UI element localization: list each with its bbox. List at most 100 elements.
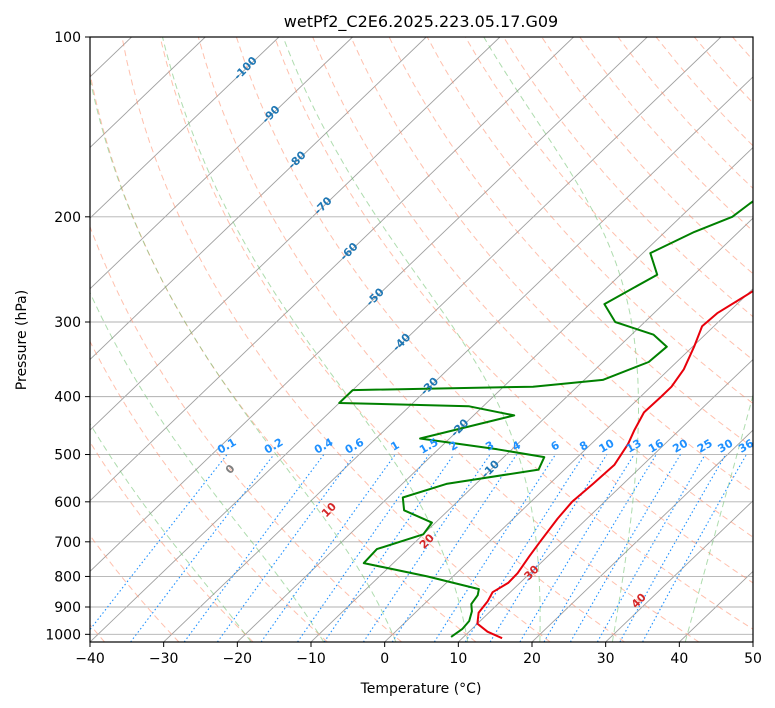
mixing-ratio-line — [642, 454, 747, 642]
x-tick-label: −30 — [149, 651, 179, 667]
dry-adiabat-line — [274, 37, 753, 584]
dry-adiabat-line — [90, 225, 403, 642]
mixing-ratio-line — [216, 454, 356, 642]
isotherm-line — [90, 37, 648, 572]
dry-adiabat-line — [388, 37, 753, 449]
mixing-ratio-line — [569, 454, 681, 642]
isotherm-line — [458, 358, 753, 642]
moist-adiabat-line — [90, 76, 397, 642]
isotherm-line — [90, 37, 427, 361]
y-tick-label: 100 — [54, 30, 81, 46]
isotherm-line — [752, 641, 753, 642]
mixing-ratio-label: 0.4 — [312, 435, 336, 456]
profile-lines — [338, 200, 753, 640]
mixing-ratio-label: 0.6 — [343, 435, 367, 456]
mixing-ratio-label: 10 — [597, 436, 617, 455]
dry-adiabat-line — [312, 37, 753, 538]
mixing-ratio-label: 20 — [670, 436, 690, 455]
dry-adiabat-line — [655, 37, 753, 147]
mixing-ratio-line — [323, 454, 455, 642]
isotherm-line — [237, 146, 753, 642]
y-tick-label: 600 — [54, 495, 81, 511]
y-tick-label: 500 — [54, 448, 81, 464]
isotherm-label: -100 — [231, 54, 260, 83]
dry-adiabat-line — [235, 37, 753, 630]
temperature-profile-line — [476, 289, 753, 640]
isotherm-line — [90, 37, 353, 290]
moist-adiabat-line — [90, 291, 325, 642]
mixing-ratio-label: 6 — [549, 438, 562, 453]
isotherm-line — [605, 500, 753, 642]
mixing-ratio-label: 13 — [624, 437, 644, 456]
mixing-ratio-line — [433, 454, 556, 642]
x-tick-label: 10 — [449, 651, 467, 667]
dry-adiabat-line — [464, 37, 753, 361]
isotherm-line — [679, 570, 753, 642]
x-tick-label: 20 — [523, 651, 541, 667]
moist-adiabat-line — [282, 37, 541, 642]
mixing-ratio-label: 3 — [483, 439, 496, 454]
dry-adiabat-line — [732, 37, 753, 61]
isotherm-line — [90, 37, 722, 642]
y-tick-label: 1000 — [45, 627, 81, 643]
x-tick-label: −40 — [75, 651, 105, 667]
isotherm-line — [90, 37, 574, 502]
dry-adiabat-line — [90, 441, 254, 642]
dry-adiabat-label: 10 — [319, 500, 339, 520]
mixing-ratio-label: 2 — [447, 439, 460, 454]
mixing-ratio-line — [362, 454, 491, 642]
isotherm-line — [531, 429, 753, 642]
mixing-ratio-line — [297, 454, 430, 642]
y-axis-label: Pressure (hPa) — [14, 290, 30, 390]
mixing-ratio-line — [489, 454, 608, 642]
y-tick-label: 900 — [54, 600, 81, 616]
mixing-ratio-line — [130, 454, 275, 642]
y-axis: 100 200 300 400 500 600 700 800 900 1000 — [45, 30, 90, 643]
y-tick-label: 700 — [54, 535, 81, 551]
mixing-ratio-line — [391, 454, 518, 642]
mixing-ratio-label: 30 — [716, 436, 736, 455]
mixing-ratio-line — [183, 454, 325, 642]
mixing-ratio-line — [596, 454, 706, 642]
y-tick-label: 800 — [54, 569, 81, 585]
isotherm-line — [90, 37, 501, 431]
chart-title: wetPf2_C2E6.2025.223.05.17.G09 — [284, 12, 558, 32]
isotherm-line — [90, 37, 206, 149]
x-tick-label: −10 — [296, 651, 326, 667]
isotherm-line — [384, 288, 753, 642]
mixing-ratio-line — [464, 454, 585, 642]
x-tick-label: 30 — [597, 651, 615, 667]
isotherm-line — [163, 76, 753, 642]
plot-frame — [89, 36, 754, 643]
background-lines — [90, 37, 775, 642]
mixing-ratio-label: 0.1 — [215, 436, 238, 457]
mixing-ratio-line — [543, 454, 657, 642]
moist-adiabat-line — [162, 37, 469, 642]
mixing-ratio-label: 16 — [646, 436, 666, 455]
x-tick-label: 0 — [380, 651, 389, 667]
mixing-ratio-label: 36 — [736, 436, 756, 455]
dry-adiabat-label: 40 — [629, 591, 649, 611]
dry-adiabat-line — [159, 37, 625, 642]
dry-adiabat-line — [197, 37, 700, 642]
moist-adiabat-line — [684, 393, 753, 642]
moist-adiabat-line — [483, 37, 639, 642]
dry-adiabat-line — [121, 37, 551, 642]
mixing-ratio-line — [260, 454, 396, 642]
dewpoint-profile-line — [338, 200, 753, 638]
mixing-ratio-label: 25 — [695, 437, 715, 456]
dry-adiabat-line — [771, 37, 775, 642]
y-tick-label: 200 — [54, 210, 81, 226]
dry-adiabat-label: 20 — [417, 531, 437, 551]
x-tick-label: −20 — [223, 651, 253, 667]
isotherm-line — [310, 217, 753, 642]
mixing-ratio-line — [619, 454, 727, 642]
dry-adiabat-line — [350, 37, 753, 493]
x-axis-label: Temperature (°C) — [360, 681, 482, 697]
y-tick-label: 300 — [54, 315, 81, 331]
isotherm-line — [90, 37, 280, 219]
y-tick-label: 400 — [54, 390, 81, 406]
mixing-ratio-label: 1 — [389, 439, 402, 454]
dry-adiabat-label: 0 — [223, 462, 238, 477]
